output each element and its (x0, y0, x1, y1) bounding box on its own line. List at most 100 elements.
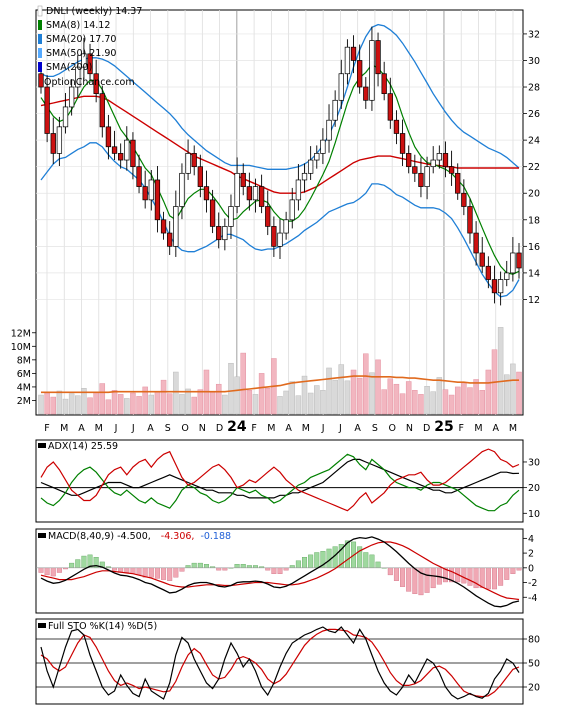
macd-histogram-bar (289, 565, 295, 569)
candle-body (326, 119, 332, 141)
volume-bar (301, 375, 308, 415)
signal-value: -0.188 (200, 531, 231, 542)
macd-histogram-bar (369, 554, 375, 569)
volume-bar (234, 376, 240, 415)
candle (185, 139, 191, 180)
candle (93, 59, 99, 103)
volume-tick-label: 8M (17, 355, 31, 366)
macd-histogram-bar (130, 567, 136, 574)
stochastic-label: Full STO %K(14) %D(5) (48, 621, 157, 632)
candle-body (399, 133, 406, 154)
volume-bar (461, 382, 467, 415)
candle (418, 157, 424, 198)
candle (381, 61, 387, 101)
candle-body (301, 172, 308, 181)
legend-swatch-0 (37, 5, 43, 17)
candle-body (406, 153, 412, 168)
candle (75, 55, 81, 98)
candle-body (240, 172, 246, 187)
stochastic-y-axis: 80 50 20 (523, 635, 540, 694)
candle-body (185, 153, 191, 174)
volume-bar (68, 393, 75, 415)
x-tick-label: M (302, 423, 310, 434)
macd-histogram-bar (430, 567, 436, 589)
macd-histogram-bar (491, 567, 497, 590)
macd-histogram-bar (424, 567, 430, 593)
macd-histogram-bar (363, 552, 369, 569)
candle-body (504, 272, 510, 280)
volume-tick-label: 2M (17, 396, 31, 407)
candle (448, 150, 455, 186)
volume-bar (393, 383, 400, 415)
candle-body (118, 153, 124, 161)
candle (375, 32, 381, 87)
volume-bar (111, 390, 118, 415)
volume-bar (412, 390, 418, 415)
volume-bar (105, 399, 112, 415)
candle-body (265, 206, 271, 227)
candle-body (203, 186, 210, 201)
candle-body (271, 226, 277, 247)
y-tick-label: 12 (528, 295, 540, 306)
macd-tick-label: 4 (528, 534, 534, 545)
volume-bars (38, 327, 522, 415)
volume-bar (295, 395, 302, 415)
macd-histogram-bar (314, 552, 320, 569)
macd-histogram-bar (222, 567, 228, 571)
candle (124, 126, 130, 171)
x-tick-label: J (321, 423, 325, 434)
candle-body (56, 126, 63, 154)
macd-histogram-bar (81, 555, 87, 569)
macd-line (40, 536, 520, 608)
stochastic-d-line (40, 628, 520, 698)
macd-histogram-bar (240, 564, 246, 569)
macd-histogram-bar (406, 567, 412, 592)
macd-histogram-bar (69, 562, 75, 569)
candle-body (81, 53, 87, 68)
volume-bar (197, 389, 204, 415)
candlesticks (38, 26, 522, 306)
x-tick-label: A (78, 423, 85, 434)
macd-histogram-bar (38, 567, 44, 573)
volume-bar (93, 392, 99, 415)
candle-body (418, 172, 424, 187)
volume-bar (448, 394, 455, 415)
macd-tick-label: -2 (528, 578, 537, 589)
candle-body (307, 159, 314, 174)
volume-y-axis: 2M 4M 6M 8M 10M 12M (11, 328, 36, 407)
price-grid (36, 10, 523, 415)
x-tick-label: D (423, 423, 430, 434)
adx-panel: 10 20 30 ADX(14) 25.59 (35, 439, 540, 523)
volume-bar (62, 398, 69, 415)
candle (87, 43, 93, 81)
minus-di-line (40, 448, 520, 512)
candle-body (246, 186, 253, 201)
candle (314, 145, 320, 169)
candle (473, 221, 479, 266)
candle (455, 163, 461, 200)
macd-histogram-bar (124, 567, 130, 573)
macd-histogram-bar (387, 567, 393, 576)
candle-body (44, 86, 50, 134)
candle-body (105, 126, 112, 148)
stochastic-tick-label: 80 (528, 635, 540, 646)
x-tick-label: A (147, 423, 154, 434)
candle (111, 130, 118, 161)
price-panel-frame (35, 9, 524, 416)
macd-histogram-bar (136, 567, 142, 576)
legend-label-2: SMA(20) 17.70 (46, 34, 116, 45)
volume-bar (117, 394, 124, 415)
candle-body (516, 252, 522, 269)
volume-bar (154, 391, 161, 415)
volume-bar (209, 392, 216, 415)
x-tick-label: O (181, 423, 188, 434)
macd-histogram-bar (50, 567, 56, 577)
macd-histogram-bar (112, 567, 118, 571)
macd-tick-label: 0 (528, 563, 534, 574)
volume-bar (356, 377, 363, 415)
adx-tick-label: 10 (528, 509, 540, 520)
candle-body (485, 265, 492, 280)
y-tick-label: 26 (528, 109, 540, 120)
candle-body (381, 73, 387, 95)
